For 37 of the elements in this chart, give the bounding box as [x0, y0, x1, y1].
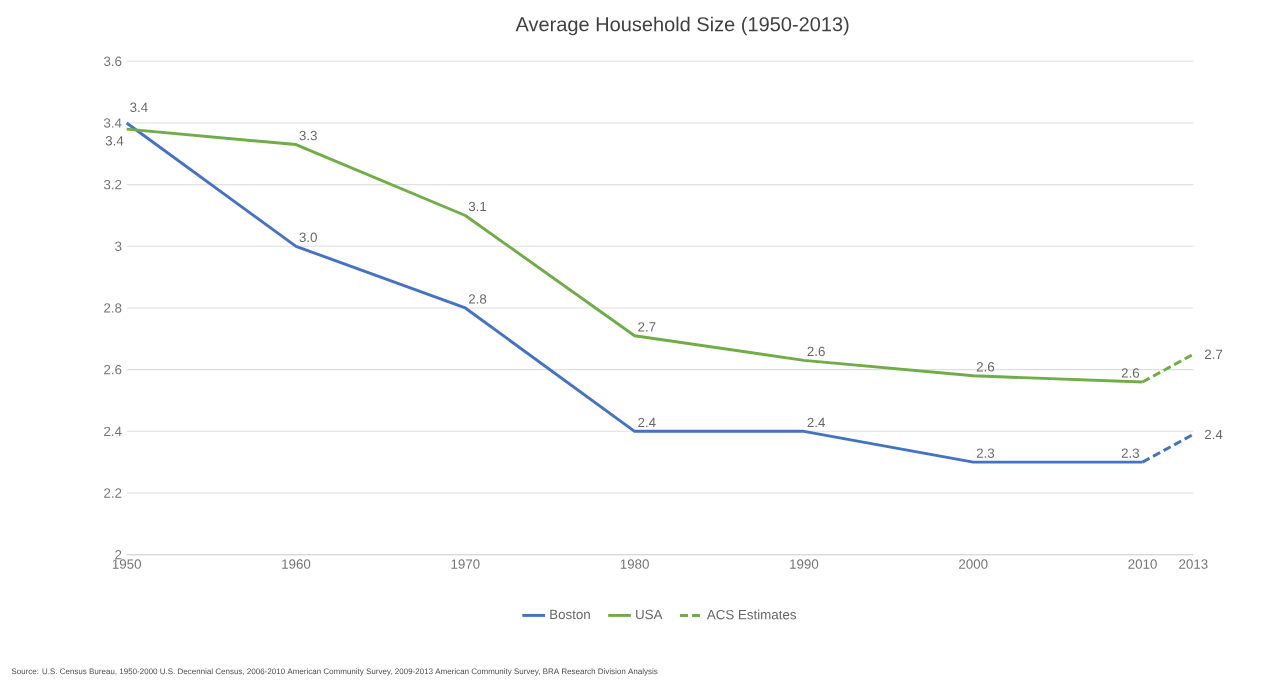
- data-label: 2.6: [976, 362, 995, 372]
- data-label: 2.6: [1121, 368, 1140, 378]
- chart-title: Average Household Size (1950-2013): [515, 16, 849, 36]
- data-label: 2.8: [468, 294, 487, 304]
- data-label: 2.4: [807, 417, 825, 428]
- y-tick-label: 3.4: [103, 118, 122, 128]
- y-tick-label: 3: [115, 241, 122, 252]
- y-tick-label: 2.4: [104, 426, 122, 436]
- data-label: 2.6: [807, 346, 825, 357]
- x-tick-label: 1980: [620, 559, 649, 569]
- x-tick-label: 1990: [790, 559, 819, 569]
- x-tick-label: 2000: [959, 559, 988, 569]
- legend-label: ACS Estimates: [706, 609, 797, 620]
- data-label: 2.7: [638, 322, 656, 332]
- data-label: 2.4: [638, 417, 656, 428]
- x-tick-label: 1950: [112, 559, 141, 569]
- data-label: 3.3: [299, 130, 317, 141]
- x-tick-label: 1960: [282, 559, 311, 569]
- data-label: 2.7: [1204, 349, 1223, 359]
- y-tick-label: 2.8: [104, 303, 122, 313]
- data-label: 2.3: [1121, 448, 1140, 458]
- data-label: 3.1: [468, 201, 487, 212]
- data-label: 3.4: [130, 102, 148, 113]
- legend-label: Boston: [550, 609, 590, 620]
- x-tick-label: 1970: [451, 559, 480, 569]
- data-label: 3.0: [299, 232, 317, 243]
- data-label: 2.4: [1204, 429, 1223, 440]
- y-tick-label: 2.6: [104, 364, 122, 375]
- source-note: Source: U.S. Census Bureau, 1950-2000 U.S. Decennial Census, 2006-2010 American Community Survey, 2009-2013 American Community Survey, BRA Research Division Analysis: [11, 668, 658, 676]
- y-tick-label: 2.2: [104, 488, 122, 498]
- y-tick-label: 3.6: [103, 56, 122, 67]
- data-label: 2.3: [976, 448, 995, 458]
- x-tick-label: 2013: [1179, 559, 1208, 569]
- y-tick-label: 3.2: [103, 179, 122, 190]
- y-tick-label: 2: [115, 550, 122, 560]
- legend-label: USA: [636, 609, 663, 620]
- x-tick-label: 2010: [1128, 559, 1157, 569]
